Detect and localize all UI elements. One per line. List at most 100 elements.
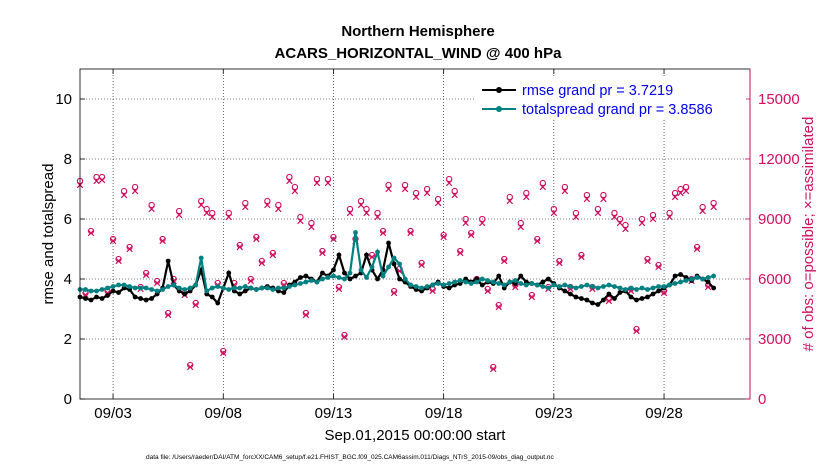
possible-obs-marker bbox=[434, 195, 442, 203]
assimilated-obs-marker bbox=[633, 327, 640, 335]
rmse-point bbox=[496, 273, 502, 279]
assimilated-obs-marker bbox=[236, 243, 244, 251]
assimilated-obs-marker bbox=[203, 209, 210, 217]
possible-obs-marker bbox=[385, 181, 392, 189]
assimilated-obs-marker bbox=[456, 249, 464, 257]
possible-obs-marker bbox=[120, 187, 128, 195]
assimilated-obs-marker bbox=[501, 257, 508, 265]
rmse-point bbox=[303, 273, 309, 279]
totalspread-point bbox=[617, 285, 623, 291]
rmse-point bbox=[149, 296, 155, 301]
totalspread-point bbox=[408, 282, 413, 288]
possible-obs-marker bbox=[264, 197, 271, 205]
totalspread-point bbox=[578, 284, 584, 289]
totalspread-point bbox=[435, 281, 441, 286]
assimilated-obs-marker bbox=[115, 257, 122, 265]
left-tick-label: 2 bbox=[64, 331, 72, 348]
assimilated-obs-marker bbox=[699, 207, 706, 215]
x-tick-label: 09/28 bbox=[645, 405, 683, 422]
left-tick-label: 8 bbox=[64, 151, 72, 168]
possible-obs-marker bbox=[198, 197, 205, 205]
possible-obs-marker bbox=[594, 205, 602, 213]
possible-obs-marker bbox=[616, 215, 624, 223]
totalspread-point bbox=[231, 285, 237, 291]
rmse-point bbox=[628, 294, 634, 300]
possible-obs-marker bbox=[682, 183, 690, 191]
assimilated-obs-marker bbox=[682, 187, 690, 195]
assimilated-obs-marker bbox=[247, 277, 255, 285]
totalspread-point bbox=[612, 284, 617, 289]
totalspread-point bbox=[242, 284, 248, 289]
assimilated-obs-marker bbox=[175, 211, 183, 219]
assimilated-obs-marker bbox=[357, 201, 365, 209]
rmse-point bbox=[639, 296, 645, 301]
legend-rmse-marker bbox=[496, 87, 502, 93]
right-axis-ticks: 0 3000 6000 9000 12000 15000 bbox=[745, 69, 800, 408]
possible-obs-marker bbox=[275, 201, 282, 209]
rmse-point bbox=[138, 296, 144, 301]
assimilated-obs-marker bbox=[374, 213, 381, 221]
footer-data-file: data file: /Users/raeder/DAI/ATM_forcXX/… bbox=[146, 454, 555, 461]
rmse-point bbox=[386, 240, 391, 246]
totalspread-point bbox=[270, 287, 276, 292]
rmse-point bbox=[110, 288, 116, 294]
totalspread-point bbox=[656, 284, 661, 289]
assimilated-obs-marker bbox=[93, 177, 100, 185]
assimilated-obs-marker bbox=[291, 187, 299, 195]
possible-obs-marker bbox=[308, 219, 315, 227]
totalspread-point bbox=[545, 285, 551, 291]
totalspread-point bbox=[457, 278, 463, 283]
assimilated-obs-marker bbox=[379, 229, 387, 237]
chart-subtitle: ACARS_HORIZONTAL_WIND @ 400 hPa bbox=[275, 45, 563, 62]
assimilated-obs-marker bbox=[363, 209, 370, 217]
totalspread-point bbox=[667, 282, 672, 288]
totalspread-point bbox=[584, 282, 590, 288]
assimilated-obs-marker bbox=[616, 219, 624, 227]
totalspread-point bbox=[154, 288, 160, 294]
legend-box bbox=[476, 76, 746, 120]
assimilated-obs-marker bbox=[319, 249, 326, 257]
rmse-point bbox=[320, 270, 325, 276]
possible-obs-marker bbox=[291, 183, 299, 191]
assimilated-obs-marker bbox=[611, 213, 618, 221]
x-tick-label: 09/08 bbox=[204, 405, 242, 422]
assimilated-obs-marker bbox=[142, 271, 150, 279]
possible-obs-marker bbox=[666, 209, 673, 217]
rmse-point bbox=[650, 291, 656, 297]
totalspread-point bbox=[628, 285, 634, 291]
possible-obs-marker bbox=[324, 175, 332, 183]
rmse-point bbox=[397, 276, 402, 282]
rmse-point bbox=[391, 261, 397, 267]
rmse-point bbox=[617, 290, 623, 295]
totalspread-point bbox=[132, 285, 138, 291]
totalspread-point bbox=[237, 285, 243, 291]
possible-obs-marker bbox=[346, 205, 354, 213]
possible-obs-marker bbox=[710, 199, 717, 207]
assimilated-obs-marker bbox=[534, 237, 541, 245]
totalspread-point bbox=[551, 282, 557, 288]
totalspread-point bbox=[650, 285, 656, 291]
legend-spread-label: totalspread grand pr = 3.8586 bbox=[522, 102, 713, 118]
assimilated-obs-marker bbox=[407, 229, 414, 237]
totalspread-point bbox=[661, 284, 667, 289]
rmse-point bbox=[584, 297, 590, 303]
rmse-point bbox=[573, 294, 579, 300]
possible-obs-marker bbox=[462, 215, 469, 223]
totalspread-point bbox=[347, 270, 353, 276]
possible-obs-marker bbox=[225, 209, 232, 217]
totalspread-point bbox=[645, 287, 650, 292]
assimilated-obs-marker bbox=[462, 219, 469, 227]
possible-obs-marker bbox=[517, 219, 524, 227]
totalspread-point bbox=[711, 273, 717, 279]
totalspread-point bbox=[590, 284, 595, 289]
assimilated-obs-marker bbox=[313, 179, 321, 187]
possible-obs-marker bbox=[699, 203, 706, 211]
totalspread-point bbox=[501, 282, 507, 288]
totalspread-point bbox=[689, 276, 694, 282]
totalspread-point bbox=[452, 279, 458, 285]
rmse-point bbox=[353, 273, 358, 279]
assimilated-obs-marker bbox=[512, 283, 519, 291]
assimilated-obs-marker bbox=[655, 263, 662, 271]
totalspread-point bbox=[446, 281, 452, 286]
totalspread-point bbox=[523, 282, 529, 288]
